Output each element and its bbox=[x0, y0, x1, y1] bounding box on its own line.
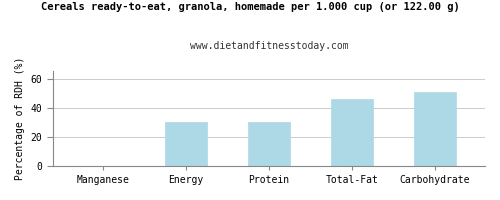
Bar bbox=[248, 122, 290, 166]
Bar bbox=[165, 122, 206, 166]
Text: Cereals ready-to-eat, granola, homemade per 1.000 cup (or 122.00 g): Cereals ready-to-eat, granola, homemade … bbox=[40, 2, 460, 12]
Bar bbox=[331, 99, 373, 166]
Title: www.dietandfitnesstoday.com: www.dietandfitnesstoday.com bbox=[190, 41, 348, 51]
Bar bbox=[414, 92, 456, 166]
Y-axis label: Percentage of RDH (%): Percentage of RDH (%) bbox=[15, 57, 25, 180]
